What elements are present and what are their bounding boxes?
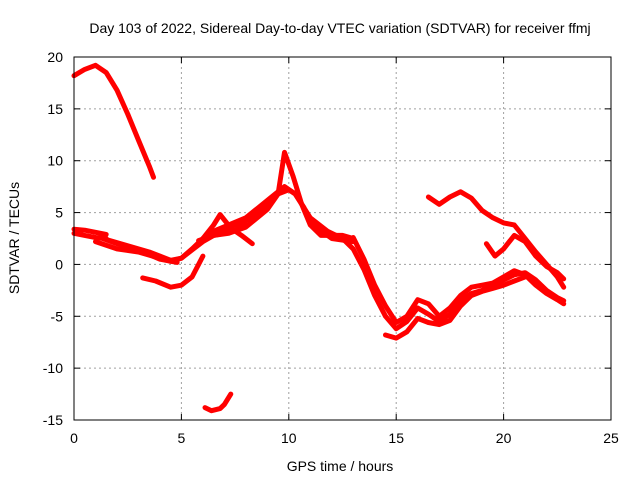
chart-title: Day 103 of 2022, Sidereal Day-to-day VTE… [89,20,590,36]
y-tick-label: 20 [47,49,63,65]
y-tick-label: -5 [51,308,64,324]
series-arc-14 [483,232,567,282]
y-tick-label: 10 [47,153,63,169]
x-tick-label: 15 [388,430,404,446]
series-layer [71,62,567,414]
x-tick-label: 10 [281,430,297,446]
series-arc-2 [71,226,109,237]
y-axis-label: SDTVAR / TECUs [6,182,22,294]
x-tick-label: 5 [178,430,186,446]
series-arc-10 [211,184,567,332]
series-arc-11 [350,235,567,325]
y-tick-label: -10 [43,360,63,376]
axis-ticks: 0 5 10 15 20 25 -15 -10 -5 0 5 10 15 20 [43,49,619,446]
plot-frame [73,56,612,421]
x-tick-label: 0 [70,430,78,446]
grid [74,57,611,420]
x-tick-label: 20 [496,430,512,446]
series-arc-1 [71,62,156,180]
x-tick-label: 25 [603,430,619,446]
series-arc-15 [202,391,234,414]
y-tick-label: 5 [55,205,63,221]
y-tick-label: 0 [55,256,63,272]
x-axis-label: GPS time / hours [287,458,394,474]
series-arc-9 [196,149,356,244]
series-arc-6 [97,235,180,265]
y-tick-label: -15 [43,412,63,428]
series-arc-12 [383,274,528,341]
y-tick-label: 15 [47,101,63,117]
series-arc-7 [140,253,206,290]
